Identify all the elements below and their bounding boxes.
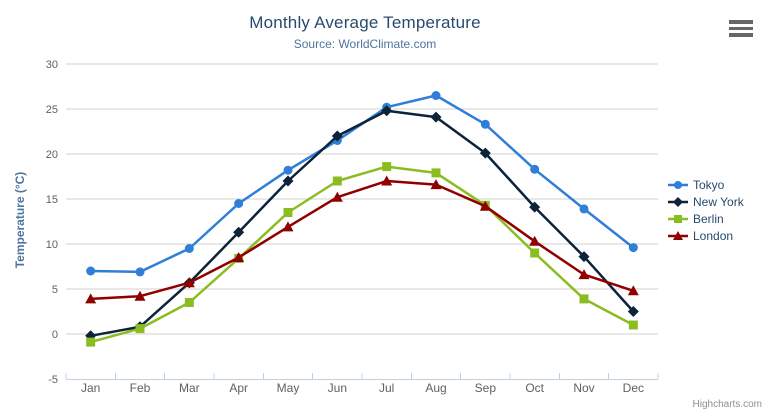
data-point[interactable] — [579, 294, 589, 304]
data-point[interactable] — [135, 267, 145, 277]
series-line — [89, 179, 635, 301]
data-point[interactable] — [628, 243, 638, 253]
series-line — [89, 109, 635, 338]
x-axis-label: Jan — [81, 381, 100, 395]
x-axis-label: Mar — [179, 381, 200, 395]
data-point[interactable] — [529, 235, 541, 246]
legend-item-label: Berlin — [693, 211, 724, 226]
data-point[interactable] — [382, 162, 392, 172]
data-point[interactable] — [530, 248, 540, 258]
legend-item-label: New York — [693, 194, 744, 209]
series-line — [89, 165, 635, 344]
data-point[interactable] — [283, 165, 293, 175]
data-point[interactable] — [578, 269, 590, 280]
data-point[interactable] — [183, 277, 195, 288]
x-axis-label: Aug — [425, 381, 446, 395]
series-london — [85, 175, 639, 304]
data-point[interactable] — [529, 201, 541, 213]
data-point[interactable] — [530, 164, 540, 174]
data-point[interactable] — [430, 179, 442, 190]
chart-subtitle: Source: WorldClimate.com — [293, 37, 437, 51]
data-point[interactable] — [233, 226, 245, 238]
data-point[interactable] — [135, 324, 145, 334]
x-axis-label: May — [277, 381, 300, 395]
data-point[interactable] — [381, 175, 393, 186]
x-axis-label: Jul — [379, 381, 394, 395]
chart-title: Monthly Average Temperature — [249, 13, 481, 32]
data-point[interactable] — [431, 91, 441, 100]
data-point[interactable] — [184, 298, 194, 307]
export-menu-button[interactable] — [729, 20, 753, 40]
data-point[interactable] — [331, 130, 343, 142]
legend-item-berlin[interactable]: Berlin — [668, 210, 744, 227]
data-point[interactable] — [283, 208, 293, 217]
y-axis-label: 0 — [52, 329, 58, 341]
data-point[interactable] — [578, 251, 590, 263]
data-point[interactable] — [85, 293, 97, 304]
data-point[interactable] — [233, 252, 245, 262]
new-york-series-marker-icon — [668, 196, 688, 207]
x-axis-label: Apr — [229, 381, 248, 395]
data-point[interactable] — [134, 290, 146, 301]
x-axis-label: Dec — [623, 381, 644, 395]
x-axis-label: Sep — [475, 381, 497, 395]
data-point[interactable] — [579, 204, 589, 214]
data-point[interactable] — [628, 320, 638, 330]
y-axis-label: 30 — [46, 59, 58, 71]
y-axis-label: 5 — [52, 284, 58, 296]
data-point[interactable] — [331, 191, 343, 202]
berlin-series-marker-icon — [668, 214, 688, 223]
data-point[interactable] — [431, 168, 441, 178]
data-point[interactable] — [332, 176, 342, 186]
data-point[interactable] — [479, 147, 491, 159]
series-new-york — [85, 105, 639, 342]
series-line — [89, 94, 635, 274]
y-axis-label: 20 — [46, 149, 58, 161]
data-point[interactable] — [479, 200, 491, 211]
credits-link[interactable]: Highcharts.com — [692, 399, 762, 410]
london-series-marker-icon — [668, 230, 688, 240]
data-point[interactable] — [184, 244, 194, 253]
hamburger-icon — [729, 33, 753, 37]
data-point[interactable] — [234, 199, 244, 208]
data-point[interactable] — [430, 111, 442, 123]
x-axis-label: Feb — [130, 381, 151, 395]
data-point[interactable] — [480, 119, 490, 129]
legend-item-label: London — [693, 228, 734, 243]
y-axis-label: 15 — [46, 194, 58, 206]
hamburger-icon — [729, 20, 753, 24]
legend-item-label: Tokyo — [693, 177, 725, 192]
series-tokyo — [86, 91, 638, 277]
y-axis-label: 25 — [46, 104, 58, 116]
data-point[interactable] — [381, 105, 393, 117]
tokyo-series-marker-icon — [668, 180, 688, 189]
legend-item-london[interactable]: London — [668, 227, 744, 244]
legend-item-tokyo[interactable]: Tokyo — [668, 176, 744, 193]
y-axis-label: 10 — [46, 239, 58, 251]
data-point[interactable] — [86, 337, 96, 347]
data-point[interactable] — [282, 221, 294, 232]
x-axis-label: Jun — [328, 381, 347, 395]
legend: Tokyo New York Berlin London — [668, 176, 744, 244]
data-point[interactable] — [627, 306, 639, 317]
data-point[interactable] — [86, 266, 96, 276]
y-axis-label: -5 — [48, 374, 58, 386]
hamburger-icon — [729, 26, 753, 31]
x-axis-label: Oct — [525, 381, 544, 395]
data-point[interactable] — [282, 175, 294, 187]
data-point[interactable] — [627, 285, 639, 296]
x-axis-label: Nov — [573, 381, 594, 395]
legend-item-new-york[interactable]: New York — [668, 193, 744, 210]
